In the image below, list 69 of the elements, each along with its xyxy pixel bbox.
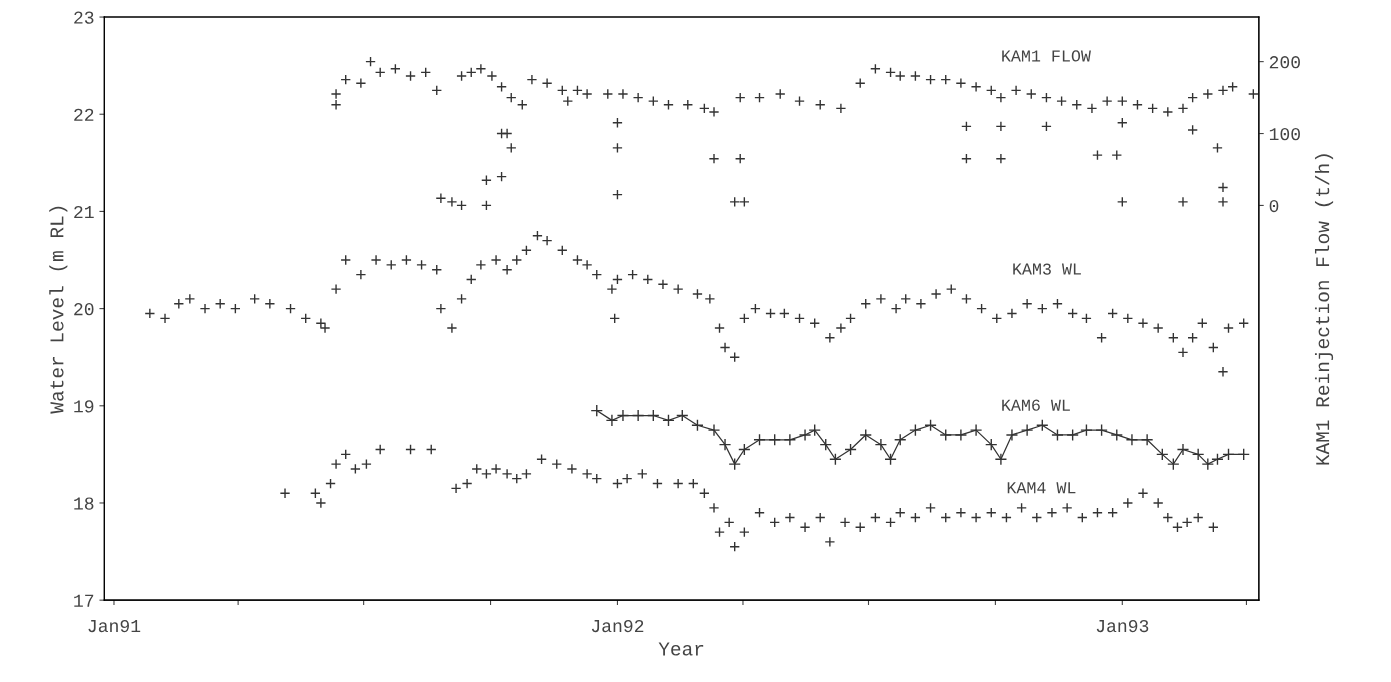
point [631, 409, 645, 422]
point [1125, 433, 1139, 447]
point [783, 433, 797, 447]
point [969, 423, 983, 437]
point [1051, 428, 1064, 442]
point [647, 409, 660, 422]
point [1222, 448, 1235, 461]
point [1020, 423, 1034, 437]
point [954, 428, 968, 442]
y-tick-label: 18 [74, 497, 94, 510]
y2-tick-label: 200 [1269, 56, 1300, 69]
point [1167, 457, 1180, 471]
y-tick-label: 22 [74, 108, 94, 121]
series-label: KAM6 WL [1002, 399, 1070, 411]
point [884, 452, 897, 466]
point [662, 414, 675, 427]
point [718, 438, 732, 451]
point [728, 457, 741, 471]
y2-axis-title: KAM1 Reinjection Flow (t/h) [1314, 154, 1334, 465]
x-tick-label: Jan91 [88, 619, 141, 633]
point [1156, 448, 1169, 461]
point [1036, 418, 1049, 432]
point [676, 409, 689, 422]
point [1237, 448, 1250, 461]
point [994, 452, 1008, 466]
point [768, 433, 781, 447]
point [753, 433, 766, 447]
point [1191, 448, 1205, 461]
point [844, 443, 857, 456]
point [1211, 452, 1224, 466]
point [874, 438, 888, 451]
point [1140, 433, 1154, 447]
point [1066, 428, 1079, 442]
point [924, 418, 937, 432]
point [859, 428, 872, 442]
point [939, 428, 952, 442]
point [1095, 423, 1108, 437]
y2-tick-label: 100 [1269, 127, 1300, 141]
point [1005, 428, 1019, 442]
point [590, 404, 604, 417]
point [707, 423, 721, 437]
point [893, 433, 907, 447]
x-axis-title: Year [658, 642, 704, 656]
point [738, 443, 751, 456]
point [829, 452, 842, 466]
point [616, 409, 630, 422]
point [605, 414, 619, 427]
point [1201, 457, 1215, 471]
point [1080, 423, 1093, 437]
point [808, 423, 821, 437]
point [1110, 428, 1124, 442]
point [909, 423, 922, 437]
y-tick-label: 19 [74, 400, 94, 413]
point [985, 438, 998, 451]
x-tick-label: Jan93 [1096, 619, 1149, 633]
point [819, 438, 832, 451]
y-tick-label: 23 [74, 11, 94, 24]
point [691, 418, 704, 432]
y-tick-label: 20 [74, 303, 94, 316]
x-tick-label: Jan92 [591, 619, 644, 633]
point [798, 428, 812, 442]
series-label: KAM4 WL [1007, 482, 1076, 494]
y-tick-label: 21 [74, 205, 94, 218]
y2-tick-label: 0 [1269, 199, 1279, 213]
point [1176, 443, 1190, 456]
y-tick-label: 17 [74, 594, 94, 607]
series-label: KAM3 WL [1013, 263, 1081, 275]
y-axis-title: Water Level (m RL) [49, 206, 68, 414]
series-label: KAM1 FLOW [1002, 50, 1091, 62]
